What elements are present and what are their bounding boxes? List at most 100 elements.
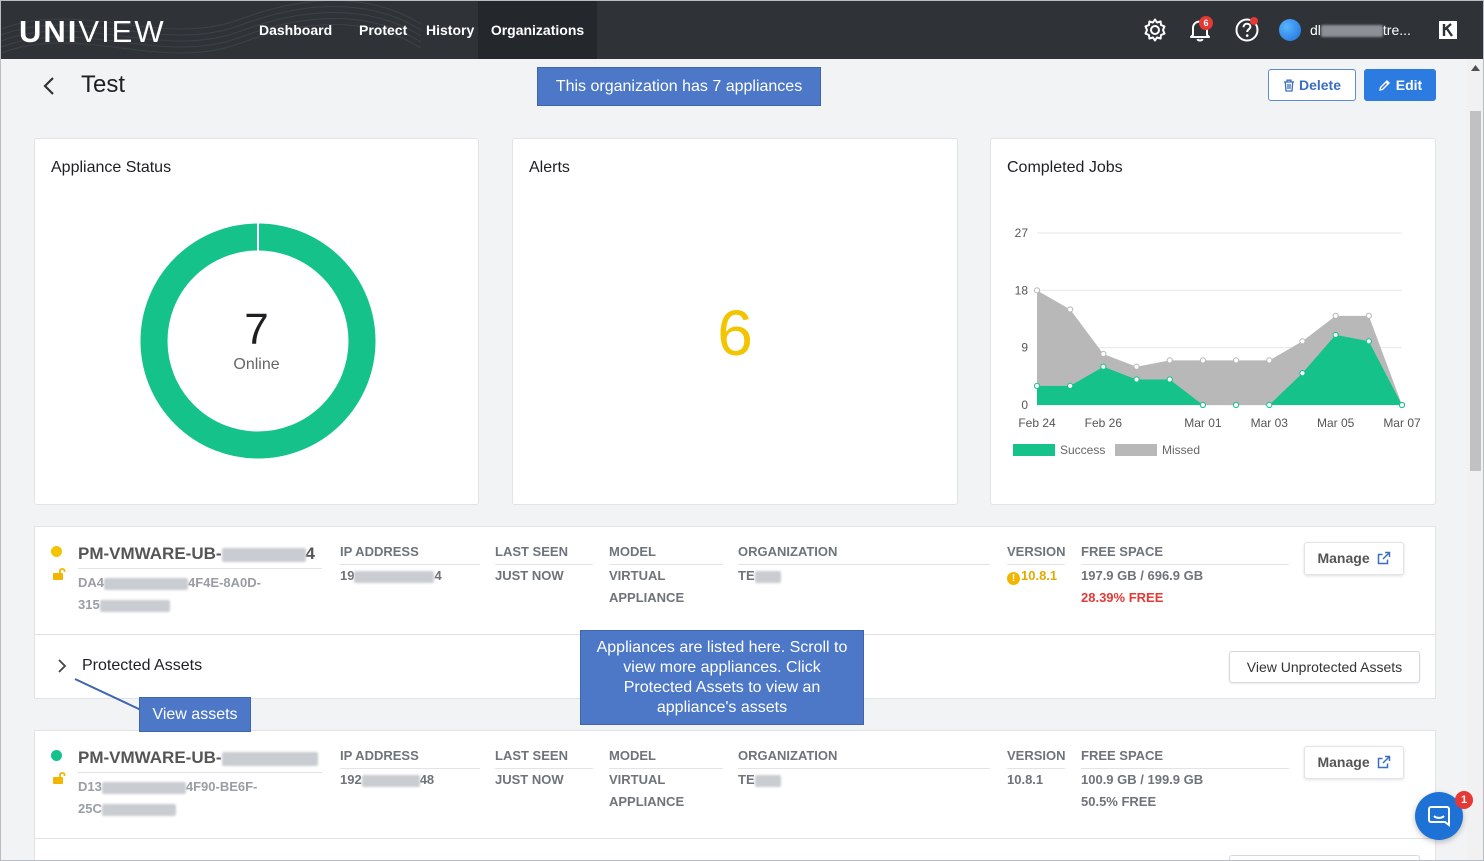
appliance-name-underline	[78, 772, 322, 773]
legend-label-missed: Missed	[1162, 443, 1200, 457]
online-count: 7	[244, 305, 269, 354]
data-point-missed	[1232, 357, 1240, 364]
data-point-success	[1266, 401, 1273, 409]
last-seen-header: LAST SEEN	[495, 748, 593, 769]
data-point-success	[1100, 363, 1107, 370]
organization-header: ORGANIZATION	[738, 748, 990, 769]
x-tick-label: Mar 05	[1317, 416, 1355, 430]
uniview-logo[interactable]: UNIVIEW	[19, 14, 166, 49]
appliance-id: D13 4F90-BE6F- 25C	[78, 779, 258, 816]
y-tick-label: 18	[1015, 283, 1029, 297]
settings-gear-icon[interactable]	[1142, 17, 1168, 43]
data-point-success	[1332, 331, 1339, 339]
help-question-icon[interactable]	[1234, 17, 1260, 43]
x-tick-label: Mar 03	[1251, 416, 1289, 430]
notifications-badge: 6	[1199, 16, 1213, 30]
ip-address-header: IP ADDRESS	[340, 748, 480, 769]
appliance-status-dot	[51, 546, 62, 557]
appliance-status-card: Appliance Status 7 Online	[34, 138, 479, 505]
data-point-success	[1365, 338, 1372, 345]
view-unprotected-assets-button[interactable]: View Unprotected Assets	[1229, 651, 1420, 683]
model-value: VIRTUAL APPLIANCE	[609, 772, 685, 809]
appliance-name[interactable]: PM-VMWARE-UB-	[78, 748, 318, 768]
data-point-missed	[1299, 338, 1306, 345]
manage-button[interactable]: Manage	[1304, 542, 1404, 575]
page-scrollbar[interactable]	[1467, 59, 1483, 860]
appliance-status-donut[interactable]	[138, 221, 378, 461]
version-value[interactable]: ! 10.8.1	[1007, 565, 1057, 587]
version-warning-icon: !	[1007, 572, 1020, 585]
data-point-success	[1398, 401, 1406, 409]
external-link-icon	[1377, 755, 1390, 769]
model-header: MODEL	[609, 544, 723, 565]
alerts-count[interactable]: 6	[717, 297, 753, 369]
last-seen-header: LAST SEEN	[495, 544, 593, 565]
page-title: Test	[81, 71, 126, 98]
chat-bubble-icon	[1428, 806, 1450, 827]
organization-header: ORGANIZATION	[738, 544, 990, 565]
online-label: Online	[233, 356, 280, 373]
data-point-success	[1232, 401, 1240, 409]
unlocked-icon	[53, 568, 66, 580]
free-space-percent: 50.5% FREE	[1081, 794, 1157, 809]
x-tick-label: Feb 26	[1085, 416, 1123, 430]
free-space-percent: 28.39% FREE	[1081, 590, 1164, 605]
trash-icon	[1283, 79, 1294, 92]
free-space-value: 197.9 GB / 696.9 GB 28.39% FREE	[1081, 568, 1204, 605]
model-header: MODEL	[609, 748, 723, 769]
nav-history[interactable]: History	[426, 22, 475, 38]
view-assets-tooltip: View assets	[139, 697, 251, 732]
scrollbar-thumb[interactable]	[1470, 111, 1481, 471]
edit-button[interactable]: Edit	[1364, 69, 1436, 101]
appliance-status-title: Appliance Status	[51, 159, 172, 176]
data-point-missed	[1365, 312, 1372, 319]
legend-swatch-success	[1013, 444, 1055, 456]
view-assets-pointer-line	[74, 678, 142, 711]
data-point-success	[1199, 401, 1207, 409]
scroll-up-arrow-icon[interactable]	[1471, 65, 1480, 71]
nav-dashboard[interactable]: Dashboard	[259, 22, 333, 38]
pencil-icon	[1378, 80, 1390, 91]
organization-value: TE	[738, 565, 781, 587]
completed-jobs-chart[interactable]: 0 9 18 27 Feb 24 Feb 26 Mar 01 Mar 03 Mar 05 Mar …	[991, 139, 1435, 504]
appliance-status-dot	[51, 750, 62, 761]
protected-assets-toggle[interactable]: Protected Assets	[82, 657, 203, 674]
y-tick-label: 27	[1015, 226, 1029, 240]
series-area-success	[1037, 334, 1402, 405]
user-avatar[interactable]	[1279, 19, 1301, 41]
data-point-missed	[1100, 350, 1107, 358]
nav-wave-decoration	[1, 1, 421, 54]
back-arrow-icon[interactable]	[39, 75, 59, 97]
appliance-id: DA4 4F4E-8A0D- 315	[78, 575, 261, 612]
data-point-success	[1166, 376, 1173, 383]
free-space-header: FREE SPACE	[1081, 544, 1289, 565]
help-indicator-dot	[1250, 17, 1258, 25]
alerts-title: Alerts	[529, 159, 570, 176]
legend-swatch-missed	[1115, 444, 1157, 456]
chevron-right-icon[interactable]	[56, 658, 68, 674]
y-tick-label: 9	[1021, 341, 1028, 355]
appliance-card-2: PM-VMWARE-UB- D13 4F90-BE6F- 25C IP ADDRE…	[34, 730, 1436, 860]
data-point-missed	[1199, 357, 1207, 364]
data-point-missed	[1332, 312, 1339, 319]
y-tick-label: 0	[1021, 398, 1028, 412]
brand-k-icon[interactable]	[1439, 21, 1457, 39]
appliance-name[interactable]: PM-VMWARE-UB- 4	[78, 544, 316, 563]
user-menu[interactable]: dl tre...	[1310, 22, 1411, 38]
view-unprotected-assets-button-partial[interactable]	[1229, 855, 1420, 860]
last-seen-value: JUST NOW	[495, 772, 564, 787]
data-point-missed	[1033, 287, 1041, 294]
ip-address-value: 19 4	[340, 568, 442, 583]
ip-address-header: IP ADDRESS	[340, 544, 480, 565]
nav-protect[interactable]: Protect	[359, 22, 408, 38]
x-tick-label: Mar 01	[1184, 416, 1222, 430]
data-point-missed	[1166, 357, 1173, 364]
nav-organizations[interactable]: Organizations	[478, 1, 597, 59]
appliance-name-underline	[78, 568, 322, 569]
x-tick-label: Feb 24	[1018, 416, 1056, 430]
manage-button[interactable]: Manage	[1304, 746, 1404, 779]
data-point-success	[1133, 376, 1140, 383]
data-point-success	[1067, 382, 1074, 389]
delete-button[interactable]: Delete	[1268, 69, 1356, 101]
